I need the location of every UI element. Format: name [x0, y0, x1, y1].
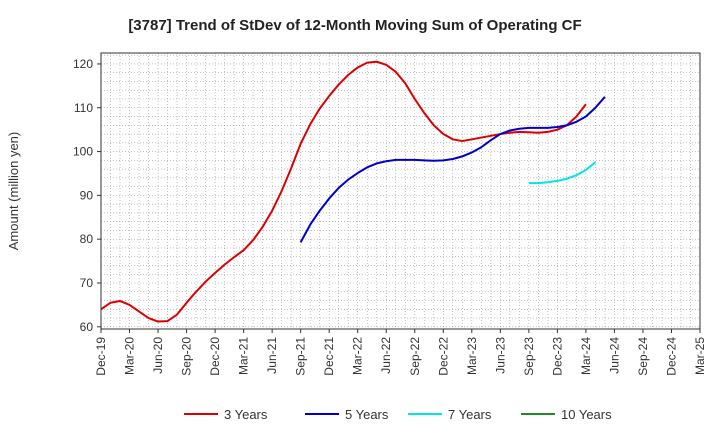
x-tick-label: Mar-23 [465, 337, 479, 375]
series-lines [100, 60, 606, 323]
x-tick-label: Dec-19 [94, 337, 108, 376]
x-tick-label: Mar-25 [693, 337, 707, 375]
y-axis-label: Amount (million yen) [6, 132, 21, 251]
y-tick-label: 120 [73, 57, 93, 71]
series-line-3-years [100, 60, 587, 323]
series-line-5-years [299, 96, 606, 243]
x-axis-ticks: Dec-19 Mar-20 Jun-20 Sep-20 Dec-20 Mar-21 Jun-… [94, 329, 707, 376]
y-tick-label: 80 [80, 232, 94, 246]
x-tick-label: Sep-21 [294, 337, 308, 376]
y-tick-label: 70 [80, 276, 94, 290]
x-tick-label: Dec-20 [208, 337, 222, 376]
y-tick-label: 90 [80, 188, 94, 202]
legend-label: 3 Years [224, 407, 268, 422]
legend-label: 10 Years [561, 407, 612, 422]
y-tick-label: 100 [73, 145, 93, 159]
x-tick-label: Mar-24 [579, 337, 593, 375]
x-tick-label: Sep-20 [180, 337, 194, 376]
y-tick-label: 110 [74, 101, 93, 115]
legend-label: 5 Years [345, 407, 389, 422]
y-axis-ticks: 60 70 80 90 100 110 120 [73, 57, 101, 334]
legend-label: 7 Years [448, 407, 492, 422]
legend: 3 Years 5 Years 7 Years 10 Years [184, 407, 612, 422]
x-tick-label: Dec-24 [664, 337, 678, 376]
x-tick-label: Jun-23 [493, 337, 507, 374]
x-tick-label: Jun-21 [265, 337, 279, 374]
x-tick-label: Dec-21 [322, 337, 336, 376]
x-tick-label: Jun-20 [151, 337, 165, 374]
grid [101, 53, 700, 329]
x-tick-label: Mar-22 [351, 337, 365, 375]
x-tick-label: Jun-24 [607, 337, 621, 374]
x-tick-label: Sep-23 [522, 337, 536, 376]
x-tick-label: Mar-21 [237, 337, 251, 375]
y-tick-label: 60 [80, 320, 94, 334]
plot-area [100, 52, 701, 330]
series-line-7-years [528, 161, 597, 185]
x-tick-label: Jun-22 [379, 337, 393, 374]
x-tick-label: Dec-22 [436, 337, 450, 376]
chart-title: [3787] Trend of StDev of 12-Month Moving… [128, 17, 581, 34]
x-tick-label: Sep-24 [636, 337, 650, 376]
x-tick-label: Dec-23 [550, 337, 564, 376]
x-tick-label: Sep-22 [408, 337, 422, 376]
x-tick-label: Mar-20 [123, 337, 137, 375]
